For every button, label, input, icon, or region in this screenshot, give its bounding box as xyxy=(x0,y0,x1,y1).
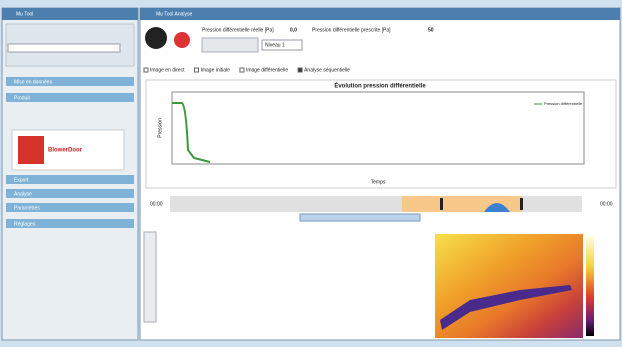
timeline-marker[interactable] xyxy=(440,198,443,210)
section-title: Paramètres xyxy=(14,205,40,211)
timeline-end: 00:00 xyxy=(600,201,613,207)
tool-palette[interactable] xyxy=(144,232,156,322)
section-title: Mise en données xyxy=(14,79,53,85)
tab-radio[interactable] xyxy=(298,68,302,72)
timeline-start: 00:00 xyxy=(150,201,163,207)
screenshot: Mu Tool Mise en données Produit Export Anal… xyxy=(0,0,622,342)
pressure-target-label: Pression différentielle prescrite [Pa] xyxy=(312,27,391,33)
plot-area xyxy=(172,92,584,164)
x-axis-label: Temps xyxy=(371,179,386,185)
logo: BlowerDoor xyxy=(48,148,83,154)
chart-title: Évolution pression différentielle xyxy=(334,82,426,90)
section-title: Réglages xyxy=(14,221,36,227)
pressure-actual-label: Pression différentielle réelle [Pa] xyxy=(202,27,274,33)
y-axis-label: Pression xyxy=(157,118,163,138)
tab-radio[interactable] xyxy=(194,68,198,72)
title-bar xyxy=(140,8,620,20)
section-title: Analyse xyxy=(14,191,32,197)
preset: Niveau 1 xyxy=(265,42,285,48)
tab-radio[interactable] xyxy=(240,68,244,72)
pressure-target: 50 xyxy=(428,27,434,33)
tab-label: Analyse séquentielle xyxy=(304,67,350,73)
window-title: Mu Tool Analyse xyxy=(156,11,193,17)
camera-button[interactable] xyxy=(145,27,167,49)
section-title: Export xyxy=(14,177,29,183)
timeline-marker[interactable] xyxy=(520,198,523,210)
color-scale xyxy=(586,236,594,336)
tab-radio[interactable] xyxy=(144,68,148,72)
pager[interactable] xyxy=(8,44,120,52)
logo-mark xyxy=(18,136,44,164)
pressure-actual: 0,0 xyxy=(290,27,297,33)
record-button[interactable] xyxy=(174,32,190,48)
window-title: Mu Tool xyxy=(16,11,33,17)
section-title: Produit xyxy=(14,95,30,101)
legend-entry: Pression différentielle xyxy=(544,101,583,106)
playback-controls[interactable] xyxy=(300,214,420,221)
tab-label: Image initiale xyxy=(200,67,230,73)
tab-label: Image différentielle xyxy=(246,67,288,73)
toolbar[interactable] xyxy=(202,38,258,52)
tab-label: Image en direct xyxy=(150,67,185,73)
